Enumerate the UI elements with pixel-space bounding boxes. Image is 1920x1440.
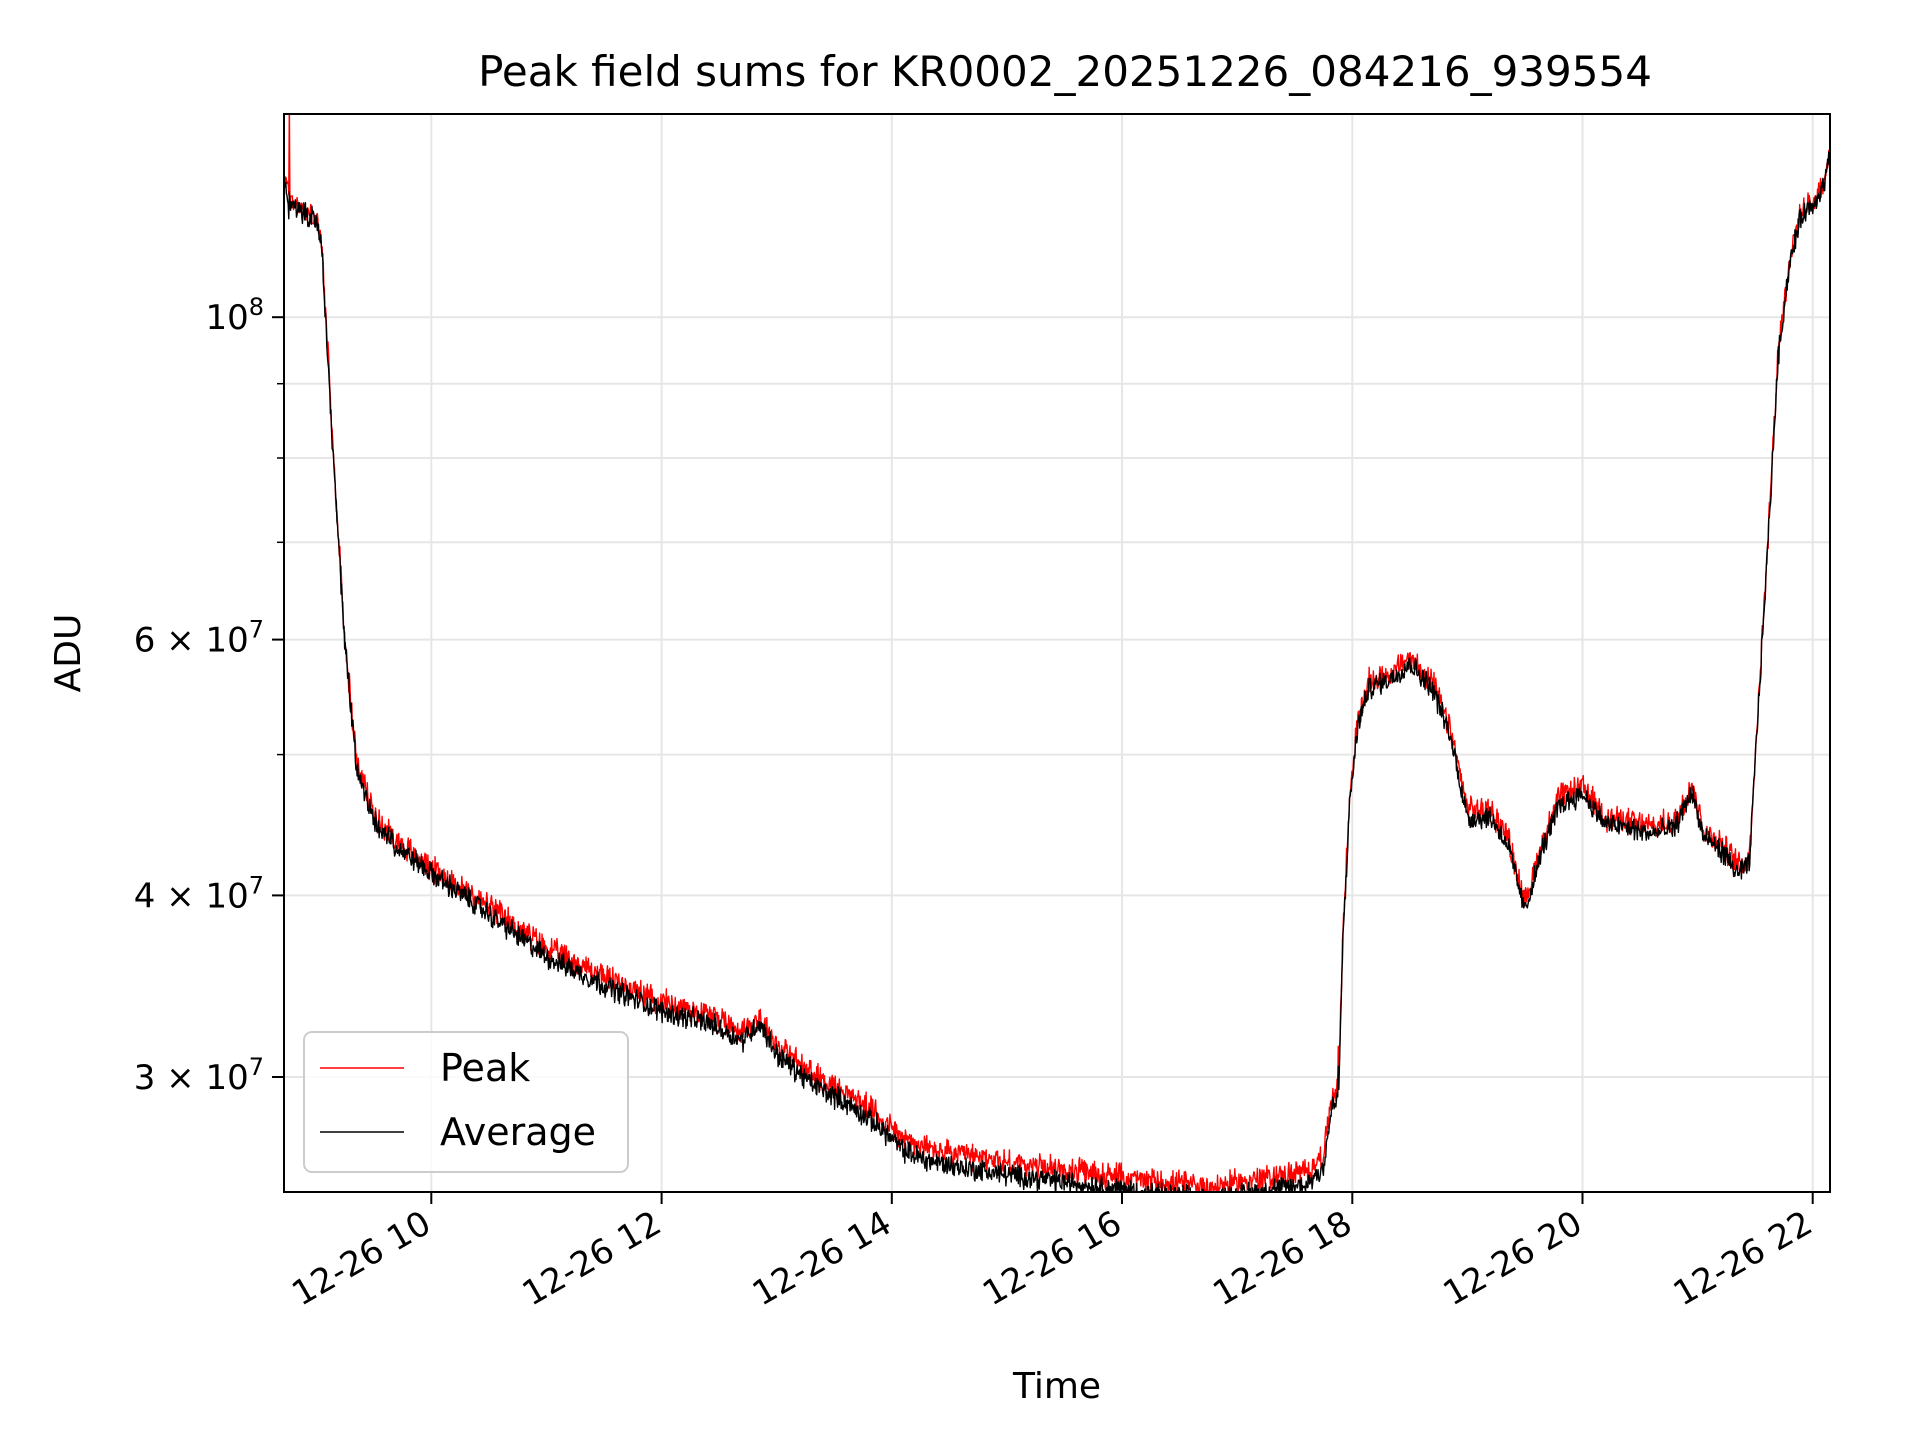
y-axis-label: ADU [48, 614, 89, 693]
y-tick-label: 3 × 107 [134, 1053, 264, 1098]
x-axis-label: Time [1012, 1366, 1101, 1407]
y-tick-label: 108 [205, 293, 264, 338]
plot-area [284, 114, 1830, 1192]
y-axis: 108 6 × 107 4 × 107 3 × 107 [134, 293, 284, 1098]
axes-frame [283, 113, 1831, 1193]
legend-label-average: Average [440, 1110, 596, 1154]
legend-label-peak: Peak [440, 1046, 530, 1090]
y-tick-label: 6 × 107 [134, 616, 264, 661]
legend: Peak Average [303, 1031, 629, 1173]
y-tick-label: 4 × 107 [134, 871, 264, 916]
chart-title: Peak field sums for KR0002_20251226_0842… [478, 47, 1652, 96]
series-line-average [284, 151, 1830, 1192]
series-lines [284, 114, 1830, 1192]
legend-box [303, 1031, 629, 1173]
